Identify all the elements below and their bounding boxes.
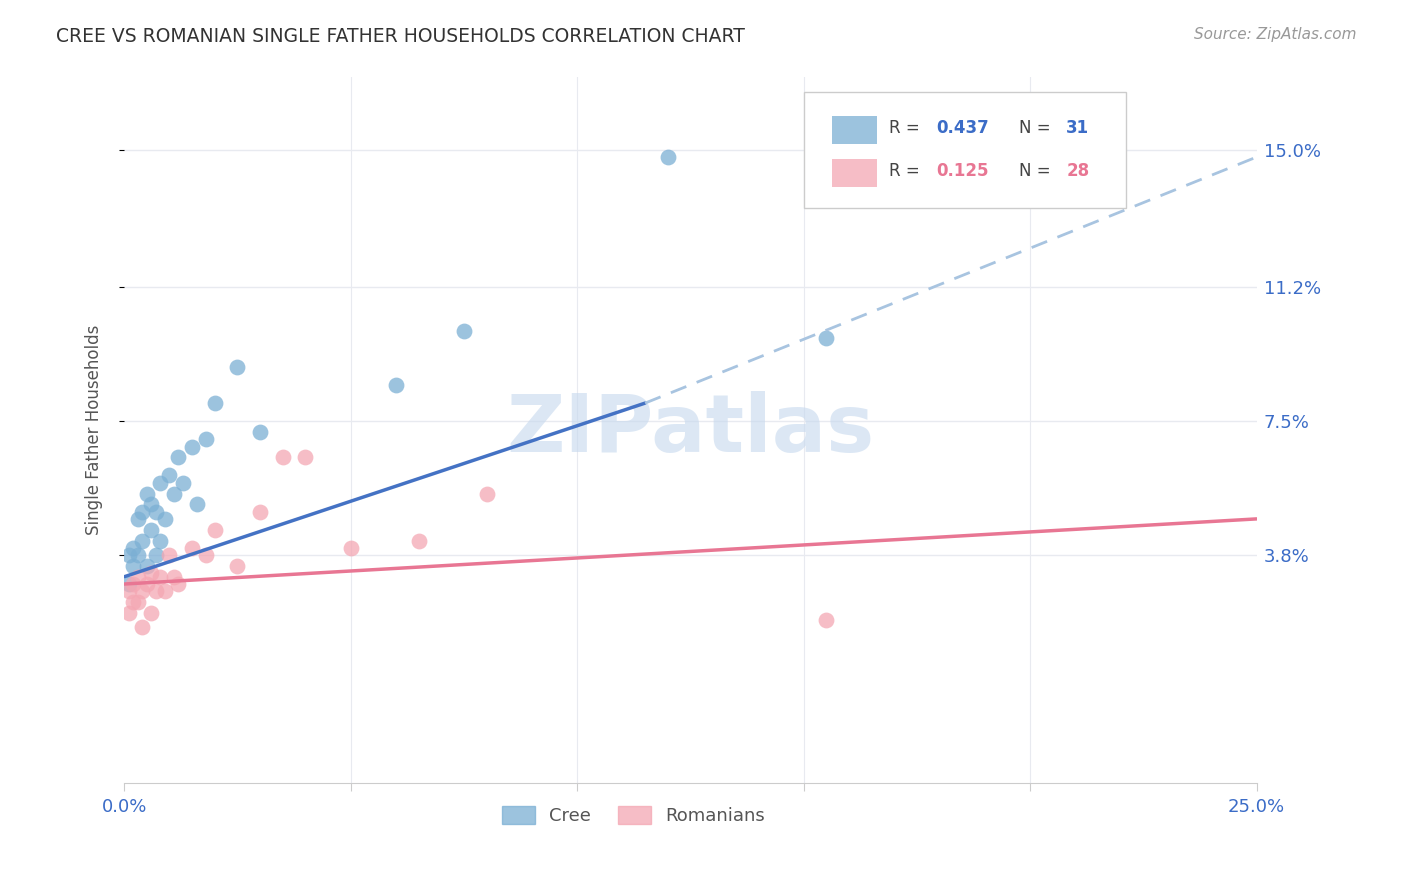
Point bbox=[186, 497, 208, 511]
Point bbox=[141, 523, 163, 537]
Point bbox=[145, 584, 167, 599]
Point bbox=[167, 577, 190, 591]
Point bbox=[145, 548, 167, 562]
Point bbox=[815, 613, 838, 627]
Point bbox=[122, 558, 145, 573]
Point bbox=[163, 570, 186, 584]
Point bbox=[181, 440, 204, 454]
Point bbox=[131, 505, 153, 519]
Point bbox=[141, 566, 163, 581]
Point bbox=[226, 558, 249, 573]
Point bbox=[122, 541, 145, 555]
Point bbox=[153, 584, 176, 599]
Point bbox=[475, 486, 498, 500]
Text: CREE VS ROMANIAN SINGLE FATHER HOUSEHOLDS CORRELATION CHART: CREE VS ROMANIAN SINGLE FATHER HOUSEHOLD… bbox=[56, 27, 745, 45]
Point bbox=[204, 523, 226, 537]
Point bbox=[181, 541, 204, 555]
Point bbox=[122, 595, 145, 609]
Point bbox=[408, 533, 430, 548]
Point bbox=[249, 505, 271, 519]
Point bbox=[159, 548, 181, 562]
Text: 28: 28 bbox=[1066, 161, 1090, 179]
Point bbox=[118, 606, 141, 620]
Point bbox=[249, 425, 271, 439]
Point bbox=[163, 486, 186, 500]
Point bbox=[149, 533, 172, 548]
Point bbox=[131, 533, 153, 548]
FancyBboxPatch shape bbox=[832, 116, 877, 145]
Point bbox=[657, 150, 679, 164]
Text: N =: N = bbox=[1019, 120, 1056, 137]
Point bbox=[159, 468, 181, 483]
Point bbox=[149, 570, 172, 584]
Point bbox=[141, 497, 163, 511]
Point bbox=[131, 584, 153, 599]
FancyBboxPatch shape bbox=[832, 159, 877, 186]
Text: 0.437: 0.437 bbox=[936, 120, 988, 137]
Point bbox=[167, 450, 190, 465]
Text: N =: N = bbox=[1019, 161, 1056, 179]
FancyBboxPatch shape bbox=[804, 92, 1126, 208]
Point bbox=[149, 475, 172, 490]
Text: R =: R = bbox=[889, 120, 925, 137]
Point bbox=[453, 324, 475, 338]
Text: 0.125: 0.125 bbox=[936, 161, 988, 179]
Point bbox=[226, 359, 249, 374]
Point bbox=[135, 486, 157, 500]
Point bbox=[294, 450, 316, 465]
Point bbox=[385, 378, 408, 392]
Point bbox=[145, 505, 167, 519]
Text: ZIPatlas: ZIPatlas bbox=[506, 392, 875, 469]
Y-axis label: Single Father Households: Single Father Households bbox=[86, 325, 103, 535]
Point bbox=[127, 570, 149, 584]
Point bbox=[127, 548, 149, 562]
Point bbox=[118, 548, 141, 562]
Point bbox=[204, 396, 226, 410]
Point bbox=[131, 620, 153, 634]
Point bbox=[127, 595, 149, 609]
Point bbox=[118, 577, 141, 591]
Point bbox=[194, 548, 217, 562]
Point bbox=[194, 432, 217, 446]
Point bbox=[339, 541, 361, 555]
Text: 31: 31 bbox=[1066, 120, 1090, 137]
Text: Source: ZipAtlas.com: Source: ZipAtlas.com bbox=[1194, 27, 1357, 42]
Point bbox=[271, 450, 294, 465]
Point bbox=[135, 558, 157, 573]
Point bbox=[815, 331, 838, 345]
Point bbox=[141, 606, 163, 620]
Point bbox=[122, 577, 145, 591]
Text: R =: R = bbox=[889, 161, 925, 179]
Point bbox=[172, 475, 194, 490]
Legend: Cree, Romanians: Cree, Romanians bbox=[494, 797, 775, 834]
Point bbox=[135, 577, 157, 591]
Point bbox=[153, 512, 176, 526]
Point bbox=[118, 584, 141, 599]
Point bbox=[127, 512, 149, 526]
